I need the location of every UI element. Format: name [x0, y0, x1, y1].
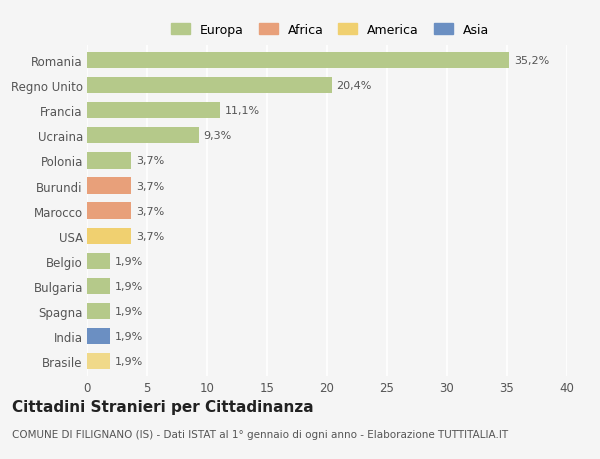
- Text: 3,7%: 3,7%: [136, 156, 164, 166]
- Bar: [87, 203, 131, 219]
- Text: 9,3%: 9,3%: [203, 131, 232, 141]
- Text: 1,9%: 1,9%: [115, 306, 143, 316]
- Text: 3,7%: 3,7%: [136, 181, 164, 191]
- Text: 1,9%: 1,9%: [115, 256, 143, 266]
- Text: 20,4%: 20,4%: [337, 81, 372, 91]
- Text: COMUNE DI FILIGNANO (IS) - Dati ISTAT al 1° gennaio di ogni anno - Elaborazione : COMUNE DI FILIGNANO (IS) - Dati ISTAT al…: [12, 429, 508, 439]
- Bar: [87, 178, 131, 194]
- Bar: [87, 353, 110, 369]
- Bar: [87, 128, 199, 144]
- Bar: [87, 103, 220, 119]
- Text: Cittadini Stranieri per Cittadinanza: Cittadini Stranieri per Cittadinanza: [12, 399, 314, 414]
- Bar: [87, 228, 131, 244]
- Bar: [87, 153, 131, 169]
- Text: 3,7%: 3,7%: [136, 206, 164, 216]
- Bar: [87, 53, 509, 69]
- Text: 1,9%: 1,9%: [115, 281, 143, 291]
- Bar: [87, 303, 110, 319]
- Text: 35,2%: 35,2%: [514, 56, 550, 66]
- Text: 11,1%: 11,1%: [225, 106, 260, 116]
- Legend: Europa, Africa, America, Asia: Europa, Africa, America, Asia: [167, 20, 493, 40]
- Bar: [87, 278, 110, 294]
- Bar: [87, 328, 110, 344]
- Bar: [87, 253, 110, 269]
- Text: 1,9%: 1,9%: [115, 331, 143, 341]
- Bar: [87, 78, 332, 94]
- Text: 3,7%: 3,7%: [136, 231, 164, 241]
- Text: 1,9%: 1,9%: [115, 356, 143, 366]
